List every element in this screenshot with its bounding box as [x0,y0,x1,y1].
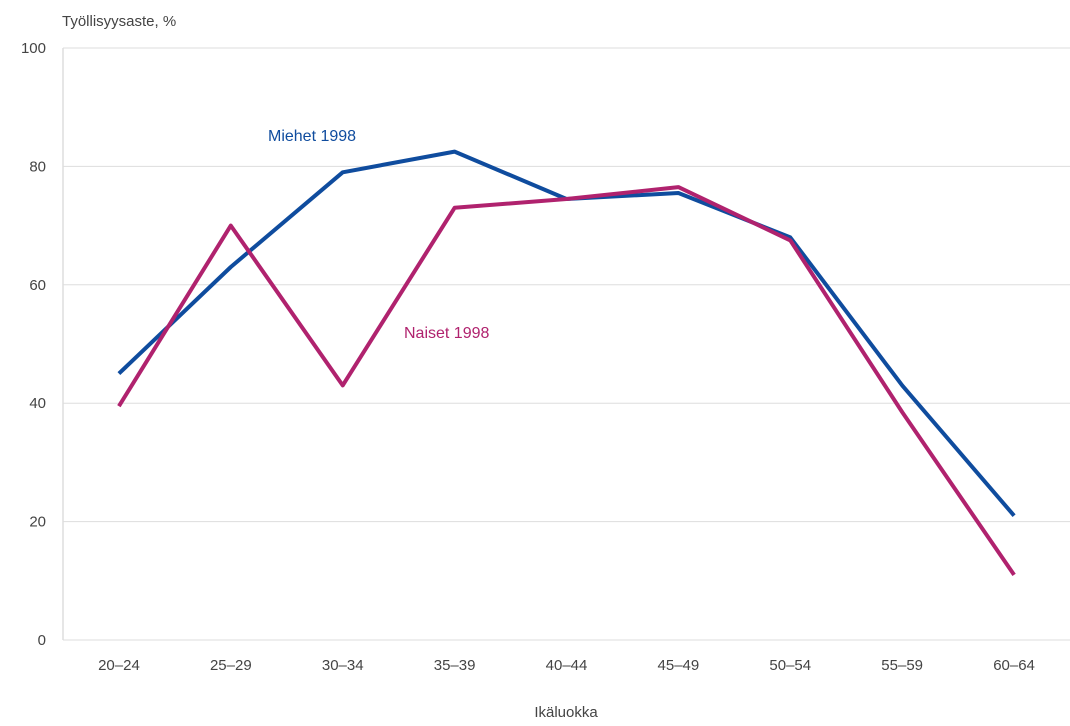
y-tick-label-60: 60 [29,277,46,294]
series-lines [117,149,1016,577]
x-tick-label-2: 30–34 [322,657,364,674]
x-tick-label-6: 50–54 [769,657,811,674]
y-tick-label-80: 80 [29,158,46,175]
y-axis-title: Työllisyysaste, % [62,13,176,30]
y-tick-label-20: 20 [29,514,46,531]
gridlines [63,47,1070,641]
y-tick-labels: 0 20 40 60 80 100 [21,40,46,649]
x-tick-label-8: 60–64 [993,657,1035,674]
x-tick-label-1: 25–29 [210,657,252,674]
y-tick-label-100: 100 [21,40,46,57]
x-tick-label-5: 45–49 [658,657,700,674]
x-axis-title: Ikäluokka [534,704,598,721]
x-tick-labels: 20–24 25–29 30–34 35–39 40–44 45–49 50–54 55–59… [98,657,1035,674]
x-tick-label-3: 35–39 [434,657,476,674]
y-tick-label-40: 40 [29,395,46,412]
x-tick-label-4: 40–44 [546,657,588,674]
y-tick-label-0: 0 [38,632,46,649]
x-tick-label-0: 20–24 [98,657,140,674]
series-line-1 [117,185,1016,577]
series-label-miehet: Miehet 1998 [268,128,356,145]
x-tick-label-7: 55–59 [881,657,923,674]
series-label-naiset: Naiset 1998 [404,325,489,342]
series-line-0 [117,149,1016,518]
